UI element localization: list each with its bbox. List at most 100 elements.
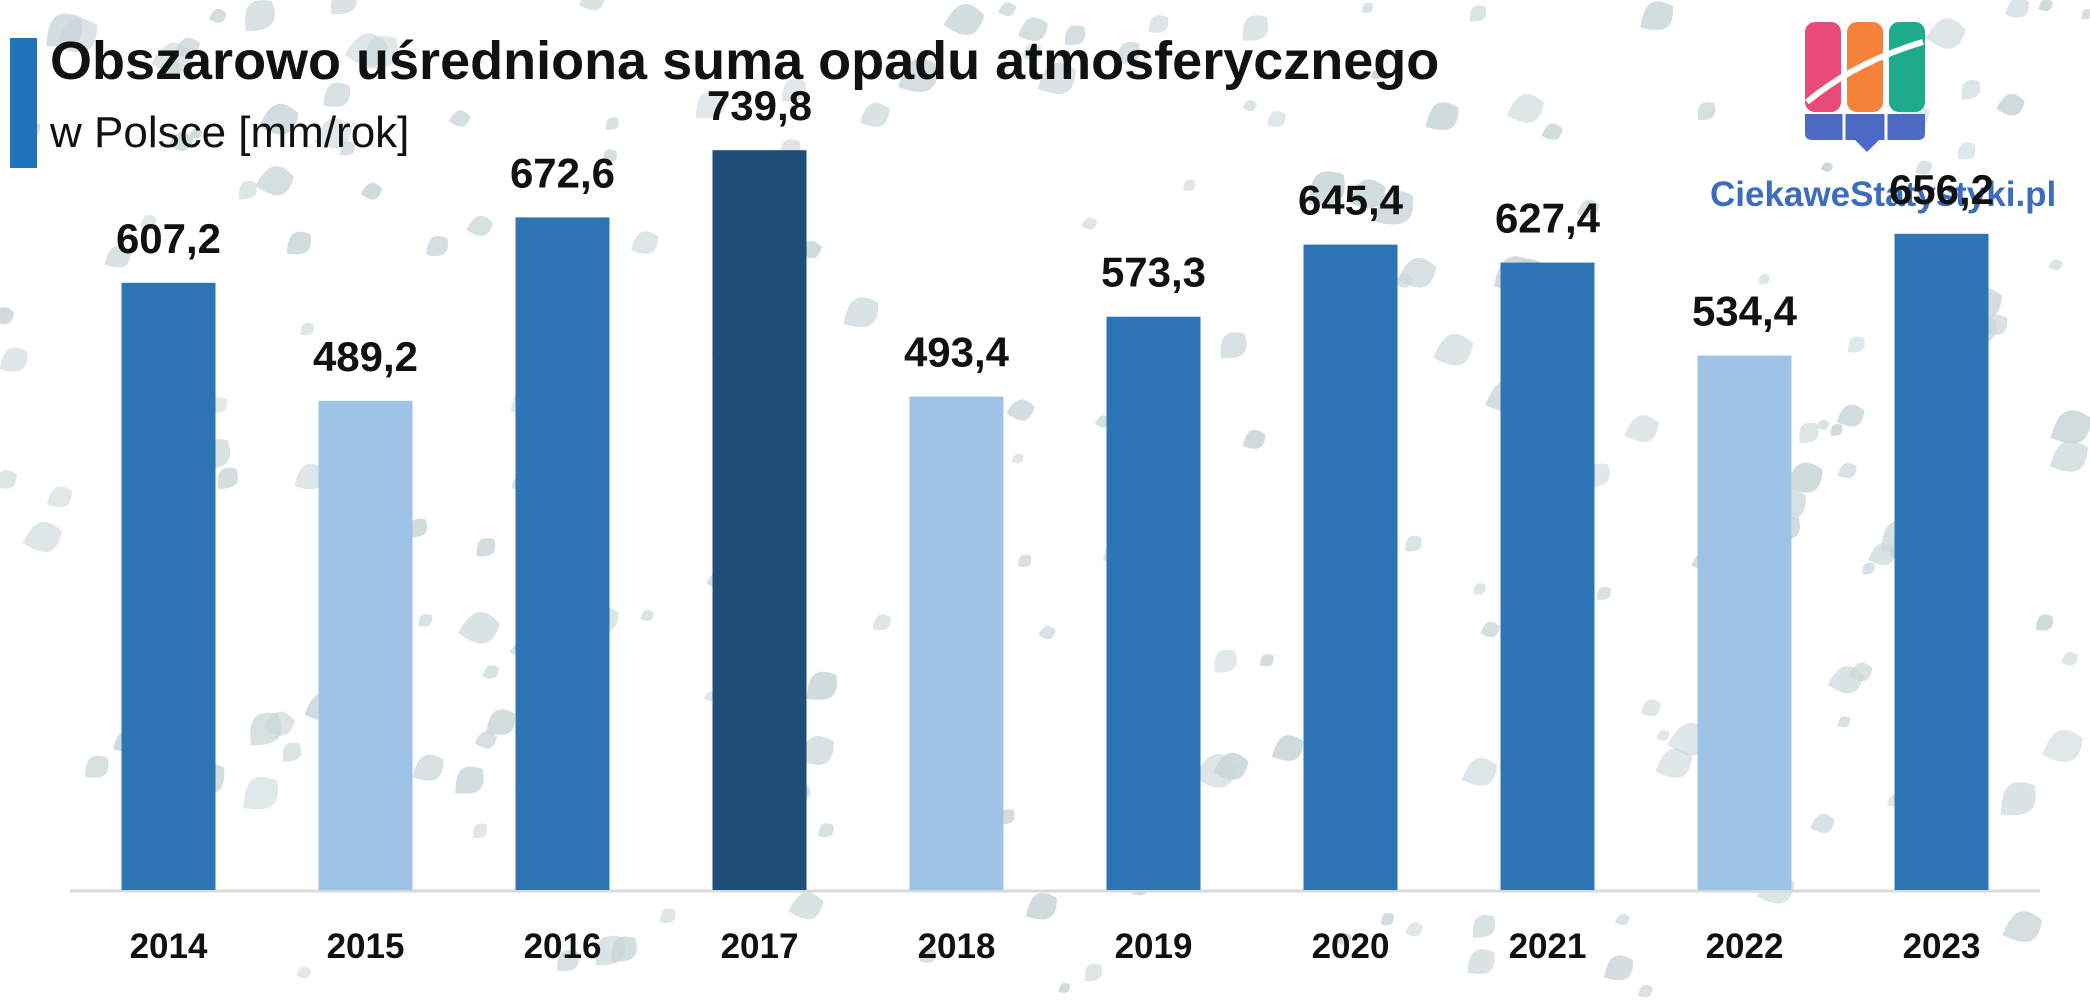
x-tick-label-2020: 2020 [1312,927,1390,966]
raindrop-icon [1786,462,1823,493]
raindrop-icon [1915,160,1932,175]
raindrop-icon [2042,729,2083,762]
raindrop-icon [1640,1,1673,31]
x-tick-label-2018: 2018 [918,927,996,966]
raindrop-icon [1506,93,1545,123]
raindrop-icon [168,131,194,151]
raindrop-icon [412,754,444,781]
raindrop-icon [843,297,879,328]
raindrop-icon [360,182,383,200]
raindrop-icon [455,766,484,794]
raindrop-icon [2002,911,2043,943]
raindrop-icon [1308,171,1345,206]
bar-2016 [515,217,610,890]
raindrop-icon [1425,102,1459,130]
raindrop-icon [605,117,619,130]
raindrop-icon [1656,730,1670,741]
raindrop-icon [999,809,1015,825]
raindrop-icon [365,35,399,69]
raindrop-icon [806,671,837,700]
raindrop-icon [1242,430,1266,449]
raindrop-icon [1018,17,1048,41]
raindrop-icon [1148,15,1169,33]
raindrop-icon [1084,964,1102,982]
raindrop-icon [1640,699,1661,716]
raindrop-icon [409,518,428,538]
raindrop-icon [1472,915,1496,938]
data-label-2023: 656,2 [1889,166,1994,213]
raindrop-icon [294,463,326,490]
raindrop-icon [85,755,109,778]
raindrop-icon [1183,179,1195,191]
raindrop-icon [898,58,939,93]
x-tick-label-2016: 2016 [524,927,602,966]
bar-2017 [712,150,807,890]
raindrop-icon [217,467,238,490]
raindrop-icon [1810,813,1835,833]
raindrop-icon [1118,41,1140,64]
raindrop-icon [1996,93,2025,116]
raindrop-icon [1271,735,1304,761]
raindrop-icon [0,470,17,489]
raindrop-icon [1576,199,1600,218]
raindrop-icon [1038,625,1056,640]
raindrop-icon [1375,190,1414,225]
raindrop-icon [1404,922,1424,937]
raindrop-icon [1259,653,1274,667]
bar-2020 [1303,244,1398,891]
raindrop-icon [1405,535,1422,552]
raindrop-icon [1022,43,1042,61]
raindrop-icon [486,709,515,735]
raindrop-icon [660,908,676,923]
raindrop-icon [259,103,299,135]
raindrop-icon [47,486,72,508]
raindrop-icon [1836,404,1865,427]
raindrop-icon [282,742,302,762]
data-label-2015: 489,2 [313,333,418,380]
raindrop-icon [602,149,617,163]
raindrop-icon [255,166,294,196]
x-tick-label-2023: 2023 [1903,927,1981,966]
raindrop-icon [1655,748,1693,778]
raindrop-icon [1758,274,1770,285]
raindrop-icon [466,215,493,236]
title-accent-bar [10,38,37,168]
bar-2019 [1106,316,1201,890]
raindrop-icon [943,4,985,35]
raindrop-icon [1637,985,1653,998]
logo-text: CiekaweStatystyki.pl [1710,175,2057,214]
raindrop-icon [286,231,312,255]
raindrop-icon [1847,336,1865,353]
raindrop-icon [1081,217,1098,230]
raindrop-icon [104,245,131,268]
x-tick-label-2019: 2019 [1115,927,1193,966]
raindrop-icon [238,181,257,200]
raindrop-icon [473,823,488,839]
raindrop-icon [1362,2,1373,13]
raindrop-icon [696,91,725,119]
raindrop-icon [140,215,157,229]
data-label-2020: 645,4 [1298,177,1404,224]
raindrop-icon [1267,111,1286,127]
raindrop-icon [2061,652,2078,666]
bar-2015 [318,400,413,890]
raindrop-icon [474,731,498,749]
raindrop-icon [323,82,351,107]
raindrop-icon [1058,982,1070,993]
raindrop-icon [0,347,28,372]
raindrop-icon [1461,757,1498,786]
raindrop-icon [245,0,275,32]
chart-subtitle: w Polsce [mm/rok] [50,108,410,157]
raindrop-icon [1541,123,1563,140]
raindrop-icon [331,0,357,15]
raindrop-icon [22,521,63,553]
raindrop-icon [1242,15,1269,41]
raindrop-icon [818,823,834,838]
raindrop-icon [476,538,496,557]
raindrop-icon [595,935,625,966]
raindrop-icon [1348,179,1386,209]
data-label-2022: 534,4 [1692,288,1798,335]
raindrop-icon [2081,9,2090,20]
logo: CiekaweStatystyki.pl [1710,20,2057,220]
